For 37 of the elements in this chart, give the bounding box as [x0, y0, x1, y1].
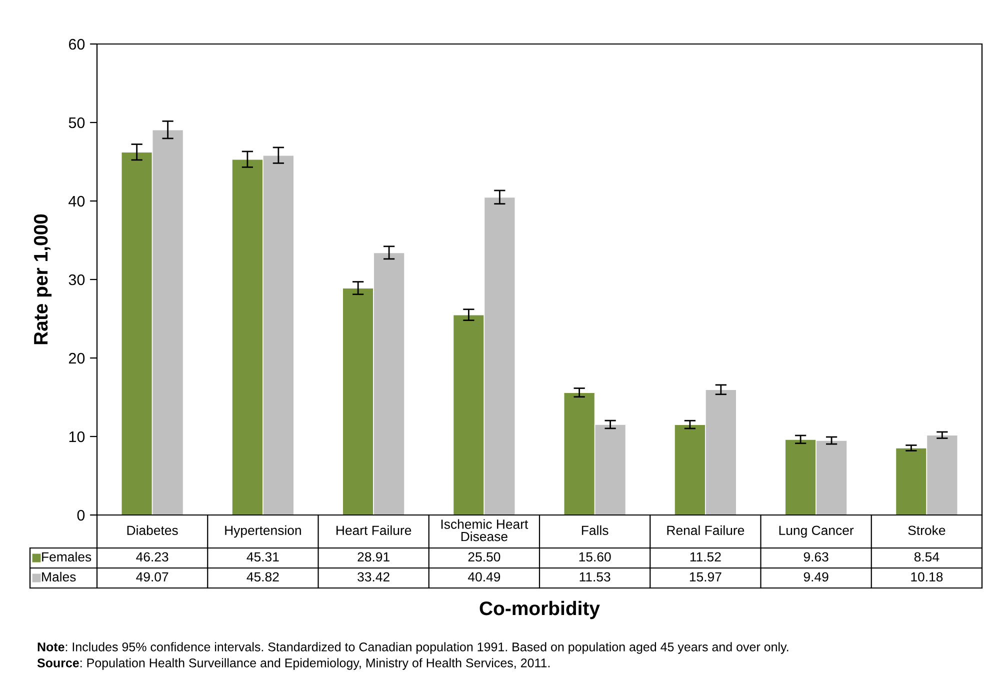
- y-tick-label: 10: [69, 431, 85, 442]
- y-tick-label: 20: [68, 352, 85, 364]
- x-tick-label: Ischemic Heart Disease: [441, 519, 528, 542]
- x-tick-label: Stroke: [908, 525, 946, 536]
- x-axis-title: Co-morbidity: [480, 600, 600, 620]
- x-tick-label: Diabetes: [127, 525, 178, 536]
- data-label: 28.91: [358, 552, 390, 562]
- data-label: 8.54: [914, 552, 940, 562]
- y-tick-label: 30: [68, 274, 85, 286]
- legend-label: Females: [42, 552, 92, 562]
- y-tick-label: 60: [68, 38, 85, 50]
- x-tick-label: Falls: [582, 525, 608, 536]
- data-label: 11.52: [690, 552, 721, 562]
- x-tick-label: Heart Failure: [336, 525, 412, 536]
- y-tick-label: 0: [77, 510, 85, 521]
- x-tick-label: Lung Cancer: [779, 526, 854, 538]
- source-note: Source: Population Health Surveillance and Epidemiology, Ministry of Health Services, 2011.: [37, 658, 550, 670]
- data-label: 11.53: [580, 572, 610, 582]
- y-tick-label: 50: [68, 117, 85, 128]
- data-label: 45.31: [246, 552, 279, 562]
- legend-label: Males: [42, 572, 76, 582]
- x-tick-label: Hypertension: [225, 525, 301, 538]
- x-tick-label: Renal Failure: [667, 525, 744, 536]
- data-label: 9.63: [804, 552, 828, 562]
- data-label: 33.42: [358, 572, 390, 582]
- data-label: 45.82: [246, 572, 279, 582]
- data-label: 9.49: [804, 572, 828, 582]
- data-label: 15.60: [579, 552, 611, 562]
- data-label: 15.97: [690, 572, 722, 582]
- data-label: 40.49: [468, 572, 500, 582]
- data-label: 10.18: [911, 572, 943, 582]
- text: Note: Includes 95% confidence intervals. Standardized to Canadian population 1991. Based on population aged 45 years and over only.: [38, 642, 788, 654]
- y-axis-title: Rate per 1,000: [34, 214, 52, 344]
- data-label: 46.23: [136, 552, 168, 562]
- data-label: 25.50: [468, 552, 500, 562]
- y-tick-label: 40: [68, 196, 85, 207]
- data-label: 49.07: [136, 572, 168, 582]
